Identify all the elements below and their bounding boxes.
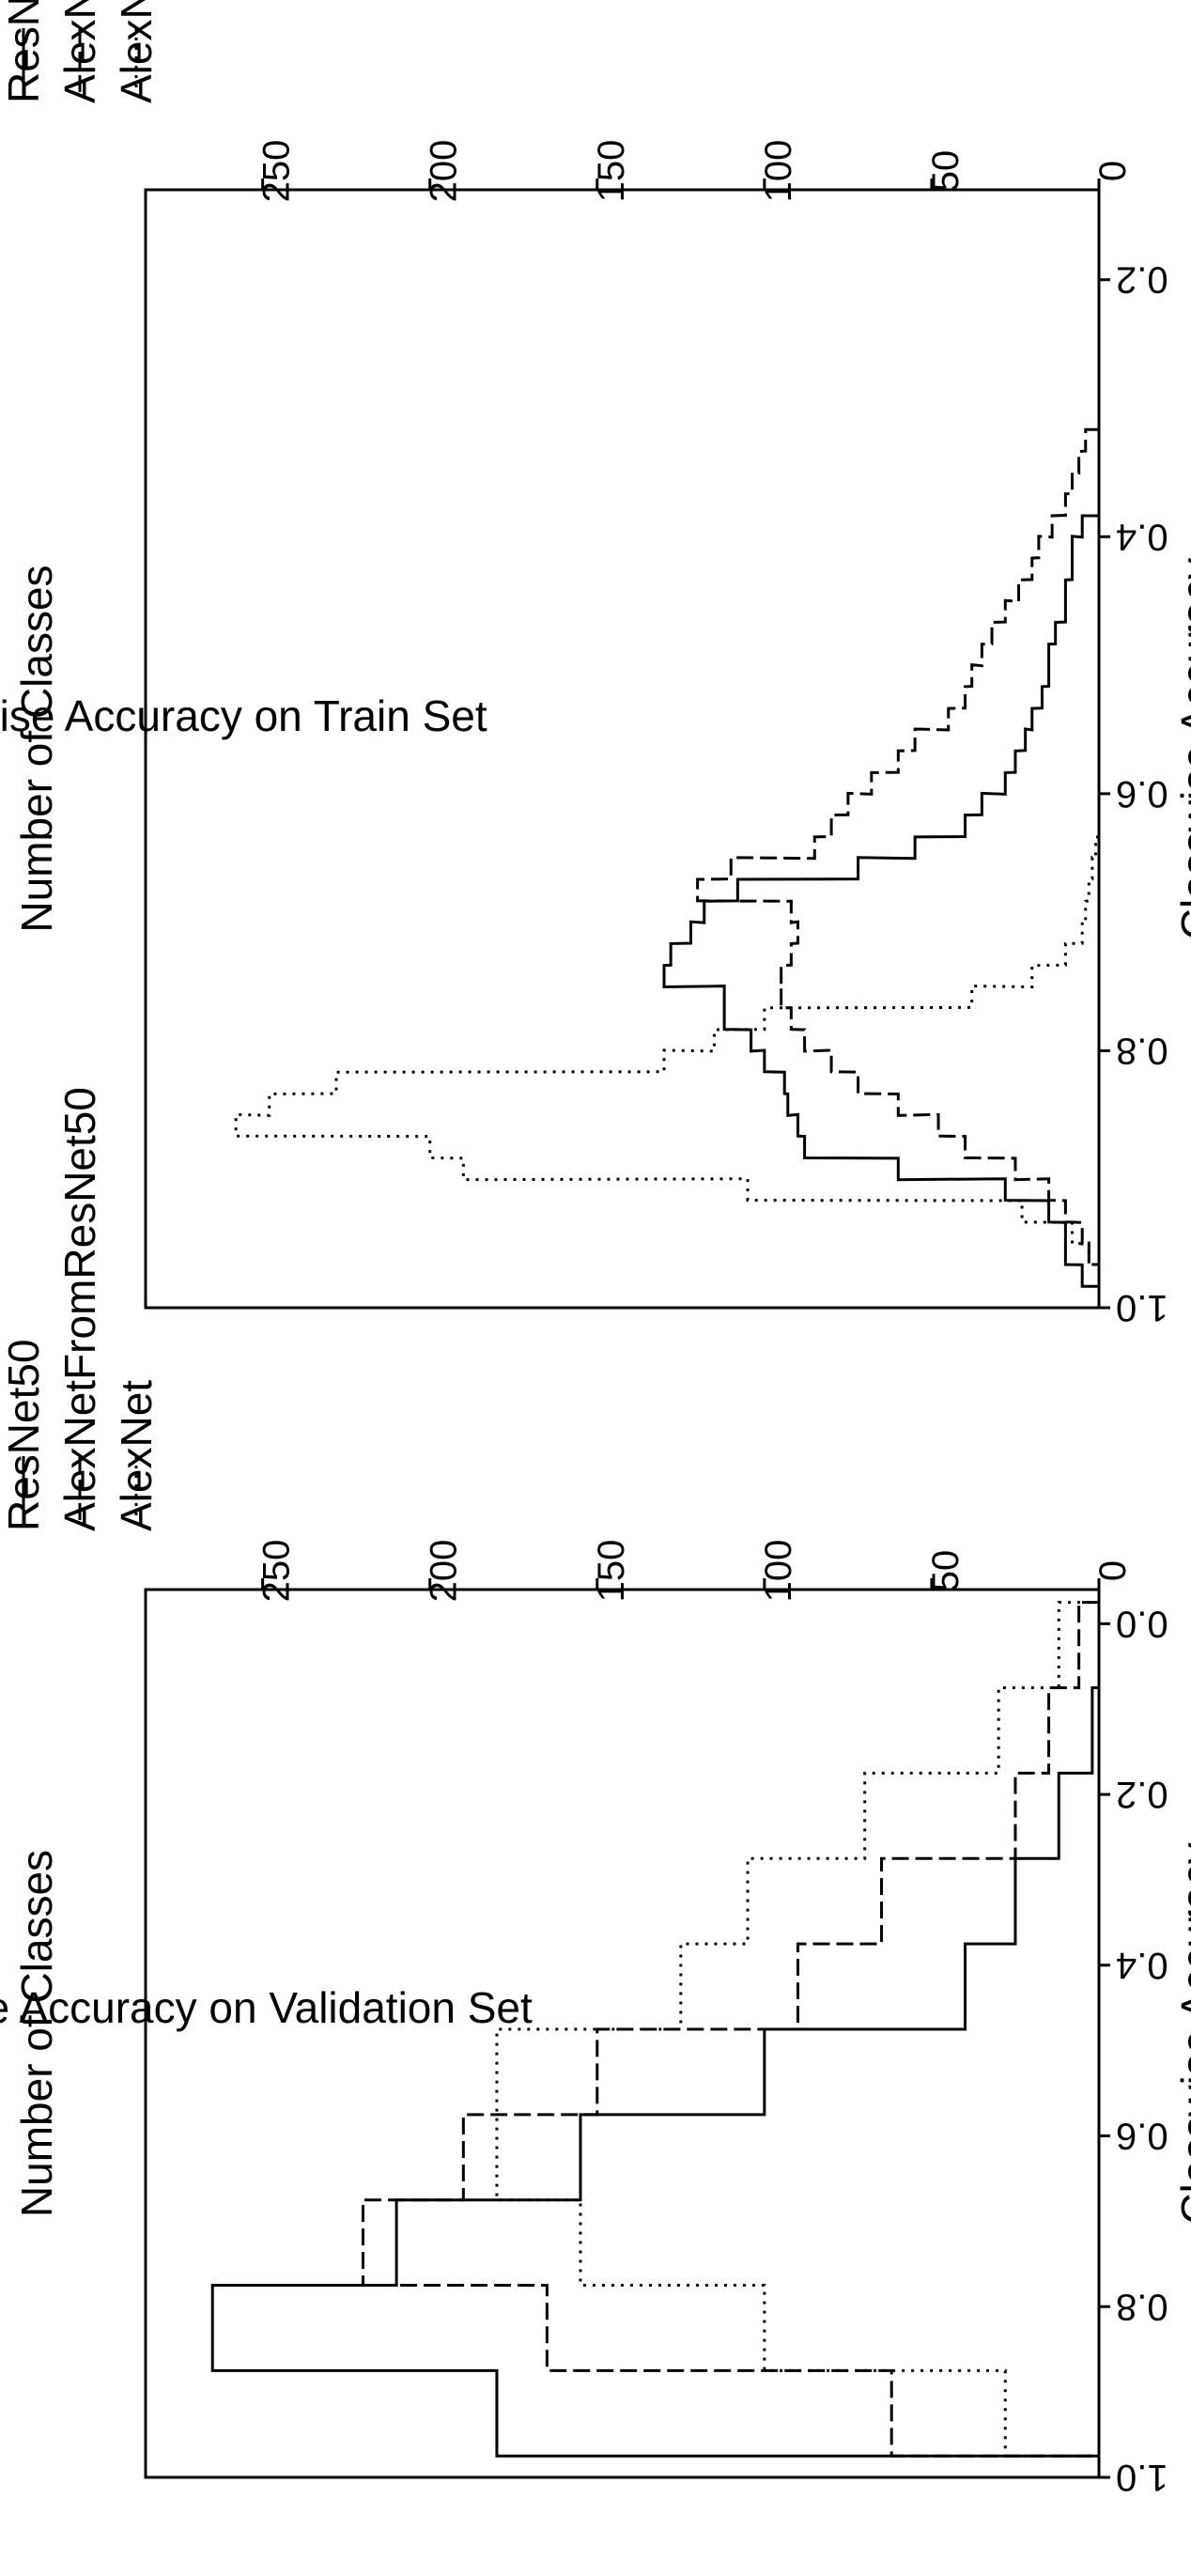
- x-tick-label: 0.4: [1116, 1945, 1168, 1986]
- y-tick-label: 100: [758, 1540, 799, 1603]
- y-tick-label: 200: [424, 1540, 465, 1603]
- plot-frame: [144, 1588, 1101, 2479]
- y-tick-label: 0: [1092, 1560, 1134, 1581]
- y-tick-label: 100: [758, 140, 799, 203]
- series-line-alexnet: [234, 835, 1099, 1266]
- x-axis-label: Classwise Accuracy: [1172, 558, 1191, 939]
- legend-label: ResNet50: [0, 0, 48, 103]
- x-tick-label: 0.8: [1116, 1030, 1168, 1071]
- chart-title: Classwise Accuracy on Validation Set: [0, 1983, 533, 2032]
- legend-label: AlexNet: [112, 1380, 161, 1531]
- y-tick-label: 250: [256, 1540, 298, 1603]
- x-tick-label: 0.4: [1116, 516, 1168, 557]
- series-line-alexnetfromresnet50: [361, 1601, 1099, 2458]
- x-tick-label: 1.0: [1116, 1287, 1168, 1328]
- x-tick-label: 0.6: [1116, 2116, 1168, 2157]
- plot-frame: [144, 188, 1101, 1310]
- x-tick-label: 1.0: [1116, 2457, 1168, 2498]
- x-axis-label: Classwise Accuracy: [1172, 1842, 1191, 2224]
- x-tick-label: 0.2: [1116, 1774, 1168, 1815]
- series-line-alexnetfromresnet50: [696, 427, 1099, 1266]
- legend-label: ResNet50: [0, 1339, 48, 1531]
- x-tick-label: 0.0: [1116, 1603, 1168, 1644]
- chart-title: Classwise Accuracy on Train Set: [0, 691, 487, 740]
- y-tick-label: 50: [925, 1550, 967, 1592]
- y-axis-label: Number of Classes: [12, 1850, 61, 2217]
- series-line-resnet50: [210, 1685, 1099, 2458]
- chart-panel-2: 0.0 0.2 0.4 0.6 0.8 1.0 0 50 100 150 200 250 Number …: [0, 1087, 1191, 2498]
- y-axis-label: Number of Classes: [12, 565, 61, 932]
- y-tick-label: 0: [1092, 161, 1134, 181]
- y-tick-label: 200: [424, 140, 465, 203]
- legend-label: AlexNet: [112, 0, 161, 103]
- x-tick-label: 0.2: [1116, 259, 1168, 301]
- y-tick-label: 150: [591, 1540, 632, 1603]
- legend-label: AlexNetFromResNet50: [55, 1087, 104, 1531]
- legend-label: AlexNetFromResNet50: [55, 0, 104, 103]
- x-tick-label: 0.6: [1116, 773, 1168, 815]
- y-tick-label: 250: [256, 140, 298, 203]
- y-tick-label: 150: [591, 140, 632, 203]
- y-tick-label: 50: [925, 150, 967, 193]
- x-tick-label: 0.8: [1116, 2286, 1168, 2327]
- chart-panel-1: 0.2 0.4 0.6 0.8 1.0 0 50 100 150 200 250 Number of …: [0, 0, 1191, 1328]
